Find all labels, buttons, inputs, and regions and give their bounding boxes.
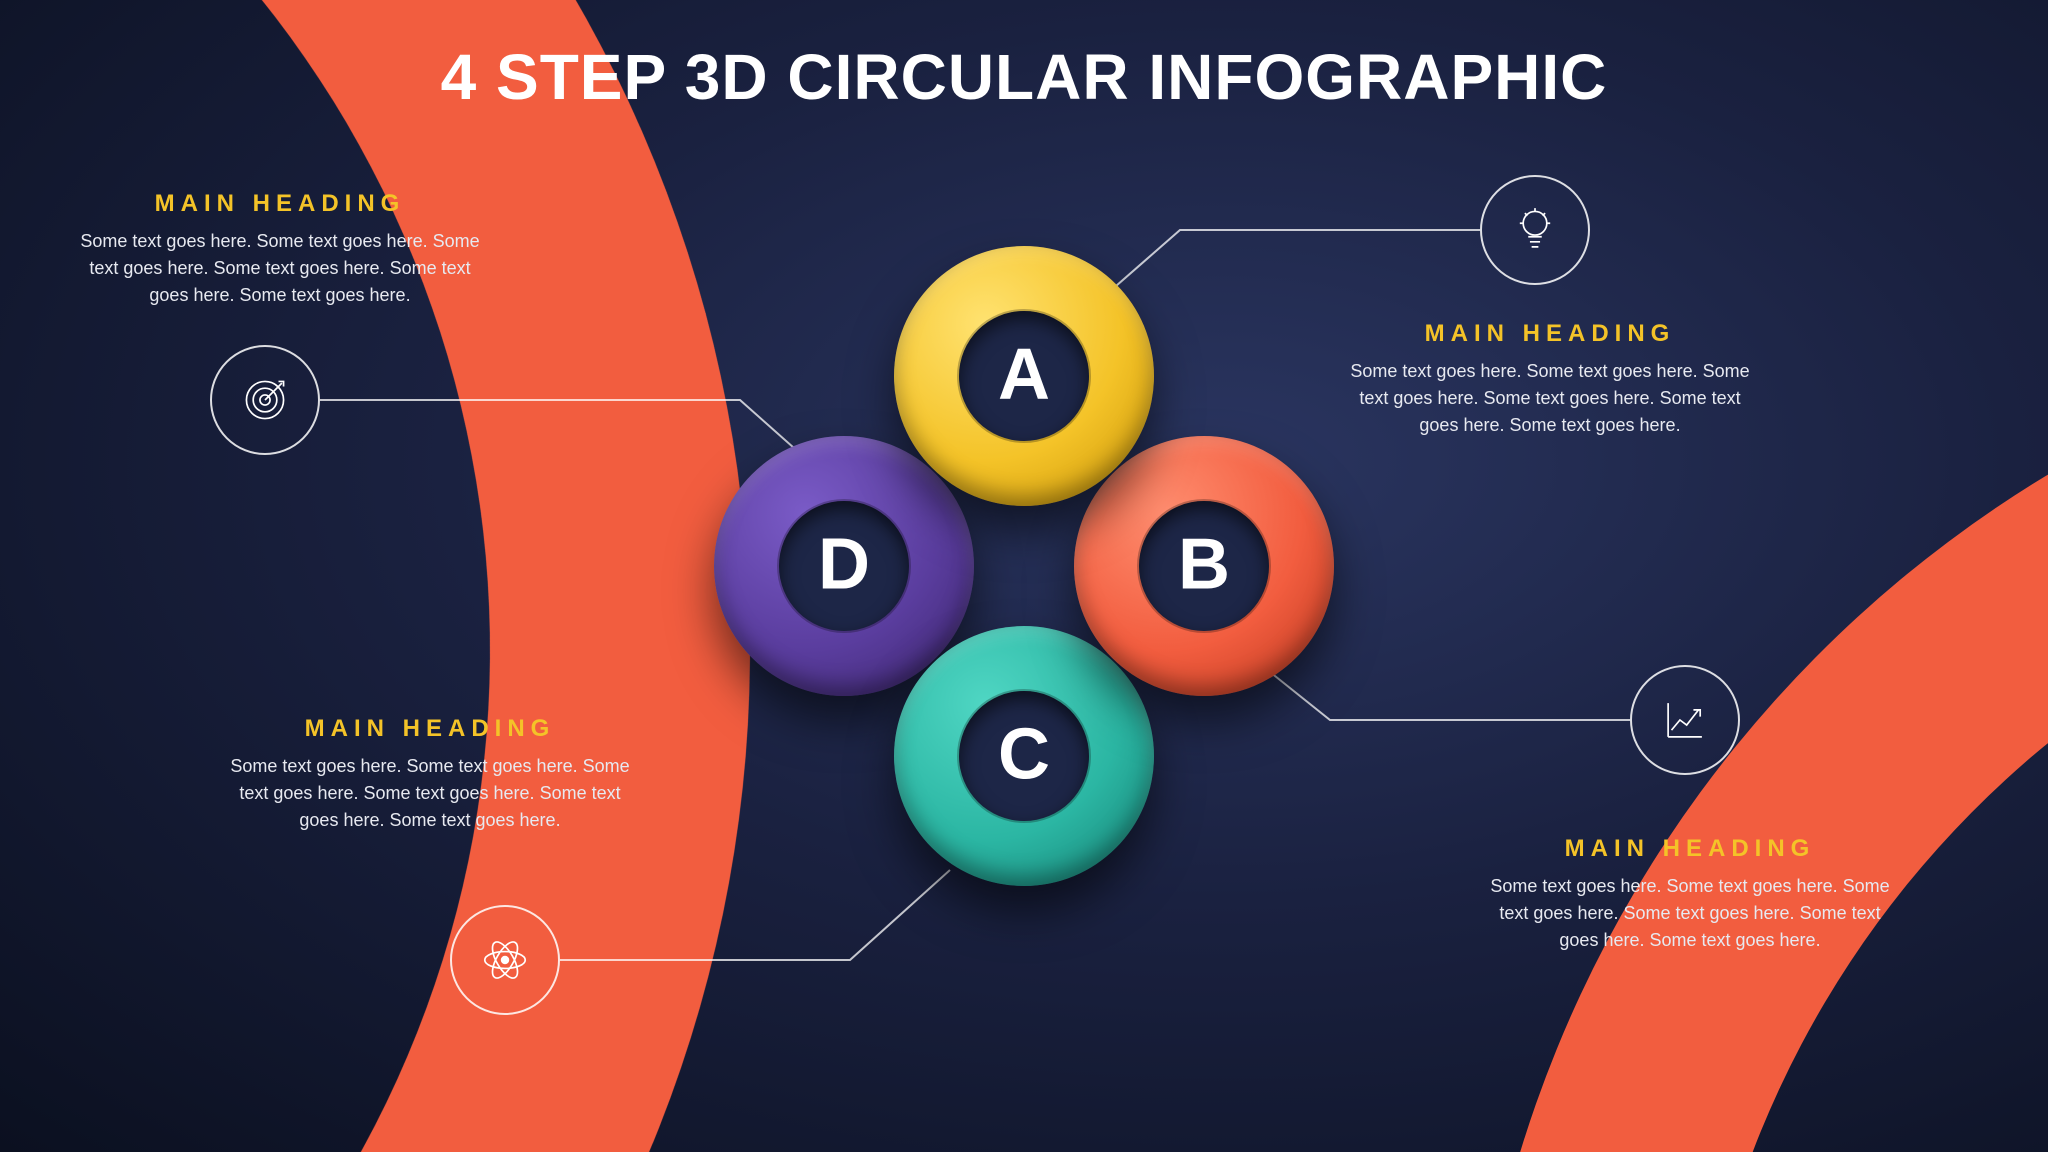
bulb-icon — [1480, 175, 1590, 285]
atom-icon — [450, 905, 560, 1015]
callout-heading: MAIN HEADING — [1340, 320, 1760, 348]
ring-b: B — [1074, 436, 1334, 696]
callout-bottom-right: MAIN HEADING Some text goes here. Some t… — [1480, 835, 1900, 954]
callout-bottom-left: MAIN HEADING Some text goes here. Some t… — [220, 715, 640, 834]
ring-d-letter: D — [818, 523, 870, 605]
callout-heading: MAIN HEADING — [220, 715, 640, 743]
callout-body: Some text goes here. Some text goes here… — [220, 753, 640, 834]
chart-icon — [1630, 665, 1740, 775]
callout-body: Some text goes here. Some text goes here… — [1340, 358, 1760, 439]
callout-heading: MAIN HEADING — [1480, 835, 1900, 863]
ring-c: C — [894, 626, 1154, 886]
target-icon — [210, 345, 320, 455]
page-title: 4 STEP 3D CIRCULAR INFOGRAPHIC — [0, 40, 2048, 114]
ring-cluster: D C B A — [674, 226, 1374, 926]
ring-b-letter: B — [1178, 523, 1230, 605]
ring-a-letter: A — [998, 333, 1050, 415]
callout-top-left: MAIN HEADING Some text goes here. Some t… — [70, 190, 490, 309]
ring-d: D — [714, 436, 974, 696]
ring-c-letter: C — [998, 713, 1050, 795]
callout-heading: MAIN HEADING — [70, 190, 490, 218]
ring-a: A — [894, 246, 1154, 506]
callout-top-right: MAIN HEADING Some text goes here. Some t… — [1340, 320, 1760, 439]
callout-body: Some text goes here. Some text goes here… — [1480, 873, 1900, 954]
callout-body: Some text goes here. Some text goes here… — [70, 228, 490, 309]
infographic-stage: 4 STEP 3D CIRCULAR INFOGRAPHIC D C B A — [0, 0, 2048, 1152]
